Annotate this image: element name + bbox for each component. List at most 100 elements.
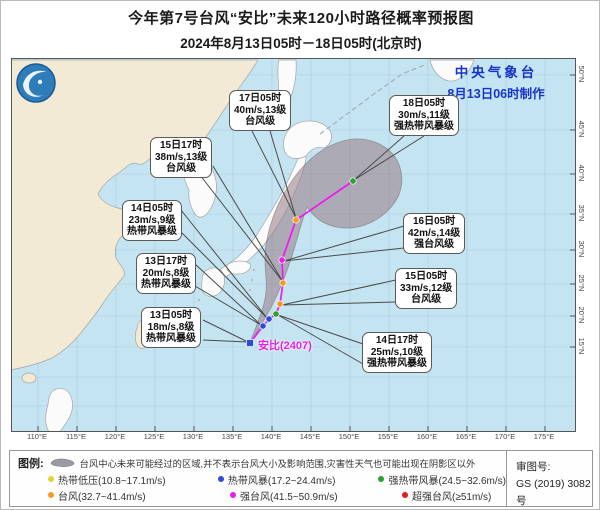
fc-category: 台风级	[245, 116, 276, 127]
kamchatka	[429, 59, 475, 82]
lon-label: 175°E	[533, 432, 555, 441]
lat-label: 20°N	[577, 306, 586, 324]
legend-item-label: 热带风暴(17.2~24.4m/s)	[227, 475, 336, 487]
severe-tropical-storm-dot-icon	[378, 476, 385, 482]
lon-label: 130°E	[182, 432, 204, 441]
map-canvas	[12, 59, 575, 431]
lat-label: 45°N	[577, 120, 586, 138]
lon-label: 145°E	[299, 432, 321, 441]
track-point-18d05h	[349, 177, 357, 185]
label-leader-lines	[180, 130, 425, 365]
lat-label: 50°N	[577, 65, 586, 83]
page-subtitle: 2024年8月13日05时－18日05时(北京时)	[180, 36, 422, 51]
forecast-label-box-13d17h: 13日17时 20m/s,8级 热带风暴级	[136, 253, 196, 294]
fc-category: 热带风暴级	[146, 333, 196, 344]
fc-category: 强热带风暴级	[367, 358, 427, 369]
lon-label: 165°E	[455, 432, 477, 441]
cma-logo-icon	[16, 63, 56, 103]
fc-time: 17日05时	[239, 93, 282, 104]
lat-label: 15°N	[577, 337, 586, 355]
track-points	[246, 177, 357, 347]
track-point-16d05h	[278, 256, 286, 264]
track-point-17d05h	[292, 216, 300, 224]
track-point-14d17h	[272, 310, 280, 318]
fc-time: 16日05时	[413, 216, 456, 227]
fc-wind: 20m/s,8级	[142, 267, 190, 279]
legend-item: 强台风(41.5~50.9m/s)	[230, 488, 402, 503]
forecast-label-box-14d17h: 14日17时 25m/s,10级 强热带风暴级	[362, 332, 432, 373]
legend-item-label: 超强台风(≥51m/s)	[412, 491, 492, 503]
legend-item-label: 强热带风暴(24.5~32.6m/s)	[388, 475, 506, 487]
forecast-label-box-14d05h: 14日05时 23m/s,9级 热带风暴级	[122, 200, 182, 241]
storm-name-label: 安比(2407)	[258, 340, 312, 352]
luzon-island	[45, 388, 73, 431]
lon-label: 150°E	[338, 432, 360, 441]
fc-wind: 25m/s,10级	[370, 346, 424, 358]
fc-category: 热带风暴级	[141, 279, 191, 290]
legend-note: 台风中心未来可能经过的区域,并不表示台风大小及影响范围,灾害性天气也可能出现在阴…	[79, 458, 476, 469]
lon-label: 140°E	[260, 432, 282, 441]
fc-time: 14日17时	[375, 335, 419, 346]
fc-time: 13日17时	[144, 256, 188, 267]
fc-category: 强热带风暴级	[394, 121, 454, 132]
fc-wind: 30m/s,11级	[398, 109, 450, 121]
forecast-label-box-13d05h: 13日05时 18m/s,8级 热带风暴级	[141, 307, 201, 348]
agency-issue-time: 8月13日06时制作	[447, 87, 545, 101]
lon-label: 110°E	[27, 432, 47, 441]
lon-label: 160°E	[416, 432, 438, 441]
hainan-island	[21, 372, 37, 384]
lon-label: 120°E	[104, 432, 126, 441]
legend-panel: 图例: 台风中心未来可能经过的区域,并不表示台风大小及影响范围,灾害性天气也可能…	[9, 450, 593, 507]
forecast-label-box-16d05h: 16日05时 42m/s,14级 强台风级	[403, 213, 466, 254]
agency-name: 中央气象台	[454, 65, 538, 80]
tropical-depression-dot-icon	[48, 476, 54, 482]
approval-label: 审图号:	[516, 461, 551, 473]
tropical-storm-dot-icon	[217, 476, 224, 482]
kuril-islands-dashed-line	[319, 63, 428, 135]
lon-label: 125°E	[143, 432, 165, 441]
legend-title: 图例:	[18, 457, 44, 470]
forecast-label-box-17d05h: 17日05时 40m/s,13级 台风级	[229, 90, 292, 131]
typhoon-dot-icon	[48, 492, 54, 498]
lon-label: 135°E	[221, 432, 243, 441]
fc-category: 台风级	[166, 163, 197, 174]
fc-wind: 38m/s,13级	[155, 151, 208, 163]
track-point-14d05h	[265, 315, 273, 323]
fc-time: 15日17时	[160, 140, 203, 151]
probability-cone	[248, 138, 403, 346]
fc-time: 14日05时	[130, 203, 174, 214]
track-point-15d17h	[279, 279, 287, 287]
probability-area-icon	[50, 458, 74, 467]
fc-wind: 18m/s,8级	[147, 321, 195, 333]
fc-time: 18日05时	[402, 98, 446, 109]
track-point-13d17h	[259, 322, 267, 330]
title-block: 今年第7号台风“安比”未来120小时路径概率预报图 2024年8月13日05时－…	[1, 7, 599, 52]
lat-label: 40°N	[577, 164, 586, 182]
typhoon-track-map	[11, 58, 576, 432]
agency-credit: 中央气象台 8月13日06时制作	[426, 61, 566, 102]
legend-item: 超强台风(≥51m/s)	[402, 488, 491, 503]
forecast-label-box-15d05h: 15日05时 33m/s,12级 台风级	[395, 268, 458, 309]
fc-wind: 23m/s,9级	[128, 214, 176, 226]
legend-item-label: 热带低压(10.8~17.1m/s)	[58, 475, 166, 487]
lat-label: 35°N	[577, 204, 586, 222]
fc-category: 台风级	[411, 294, 442, 305]
page-title: 今年第7号台风“安比”未来120小时路径概率预报图	[128, 10, 474, 27]
japan-hokkaido	[283, 120, 332, 159]
fc-wind: 42m/s,14级	[408, 227, 461, 239]
lat-label: 30°N	[577, 240, 586, 258]
lon-label: 170°E	[494, 432, 516, 441]
lat-label: 25°N	[577, 274, 586, 292]
legend-content: 图例: 台风中心未来可能经过的区域,并不表示台风大小及影响范围,灾害性天气也可能…	[10, 451, 506, 506]
legend-item: 热带低压(10.8~17.1m/s)	[48, 472, 218, 487]
lon-label: 115°E	[66, 432, 86, 441]
forecast-label-box-15d17h: 15日17时 38m/s,13级 台风级	[150, 137, 213, 178]
map-approval-box: 审图号: GS (2019) 3082号	[506, 451, 592, 507]
legend-item-label: 台风(32.7~41.4m/s)	[58, 491, 146, 503]
legend-item: 热带风暴(17.2~24.4m/s)	[217, 472, 379, 487]
fc-wind: 40m/s,13级	[234, 104, 287, 116]
forecast-label-box-18d05h: 18日05时 30m/s,11级 强热带风暴级	[389, 95, 459, 136]
legend-item: 强热带风暴(24.5~32.6m/s)	[378, 472, 506, 487]
fc-time: 15日05时	[405, 271, 448, 282]
fc-category: 热带风暴级	[127, 226, 177, 237]
